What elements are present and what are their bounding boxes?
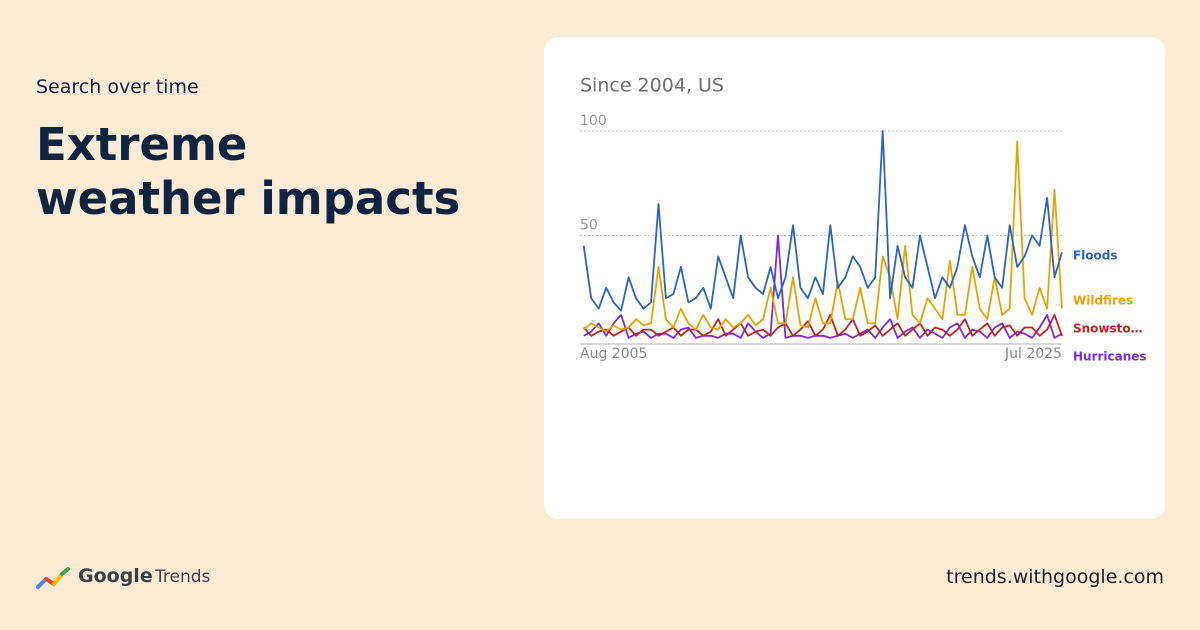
- series-line: [583, 314, 1063, 337]
- kicker: Search over time: [36, 76, 199, 98]
- y-tick-label: 50: [580, 218, 598, 234]
- series-line: [582, 130, 1063, 312]
- legend-label: Wildfires: [1073, 294, 1133, 308]
- url[interactable]: trends.withgoogle.com: [946, 566, 1164, 588]
- product: Trends: [155, 567, 211, 587]
- chart-card: [544, 37, 1165, 519]
- legend-label: Hurricanes: [1073, 350, 1147, 364]
- chart-subtitle: Since 2004, US: [580, 75, 724, 97]
- legend-label: Floods: [1073, 249, 1118, 263]
- series-line: [583, 140, 1063, 333]
- x-tick-label: Jul 2025: [1004, 346, 1062, 362]
- y-tick-label: 100: [580, 113, 607, 129]
- trends-logo: [36, 567, 70, 589]
- headline: Extreme weather impacts: [36, 118, 461, 225]
- x-tick-label: Aug 2005: [580, 346, 647, 362]
- legend-label: Snowsto…: [1073, 322, 1143, 336]
- brand: Google: [78, 565, 153, 587]
